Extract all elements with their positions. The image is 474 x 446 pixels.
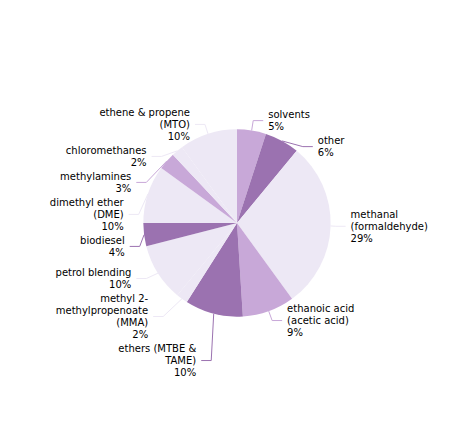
svg-text:ethanoic acid: ethanoic acid [287,303,354,314]
svg-text:methyl 2-: methyl 2- [100,293,148,304]
svg-text:ethene & propene: ethene & propene [99,107,190,118]
svg-text:10%: 10% [168,131,190,142]
svg-text:2%: 2% [131,157,147,168]
svg-text:TAME): TAME) [164,355,196,366]
svg-text:methylpropenoate: methylpropenoate [56,305,148,316]
svg-text:5%: 5% [268,121,284,132]
svg-text:solvents: solvents [268,109,310,120]
svg-text:(formaldehyde): (formaldehyde) [351,221,428,232]
svg-text:ethers (MTBE &: ethers (MTBE & [118,343,196,354]
svg-text:10%: 10% [174,367,196,378]
svg-text:chloromethanes: chloromethanes [66,145,147,156]
svg-text:(MTO): (MTO) [160,119,191,130]
svg-text:(MMA): (MMA) [116,317,148,328]
svg-text:2%: 2% [132,329,148,340]
svg-text:3%: 3% [115,183,131,194]
svg-text:methanal: methanal [351,209,399,220]
svg-text:biodiesel: biodiesel [80,235,125,246]
svg-text:29%: 29% [351,233,373,244]
svg-text:10%: 10% [109,279,131,290]
svg-text:(DME): (DME) [93,209,124,220]
svg-text:other: other [318,135,346,146]
svg-text:dimethyl ether: dimethyl ether [50,197,125,208]
svg-text:4%: 4% [109,247,125,258]
svg-text:petrol blending: petrol blending [56,267,132,278]
svg-text:methylamines: methylamines [60,171,131,182]
svg-text:(acetic acid): (acetic acid) [287,315,349,326]
svg-text:6%: 6% [318,147,334,158]
svg-text:10%: 10% [101,221,123,232]
svg-text:9%: 9% [287,327,303,338]
